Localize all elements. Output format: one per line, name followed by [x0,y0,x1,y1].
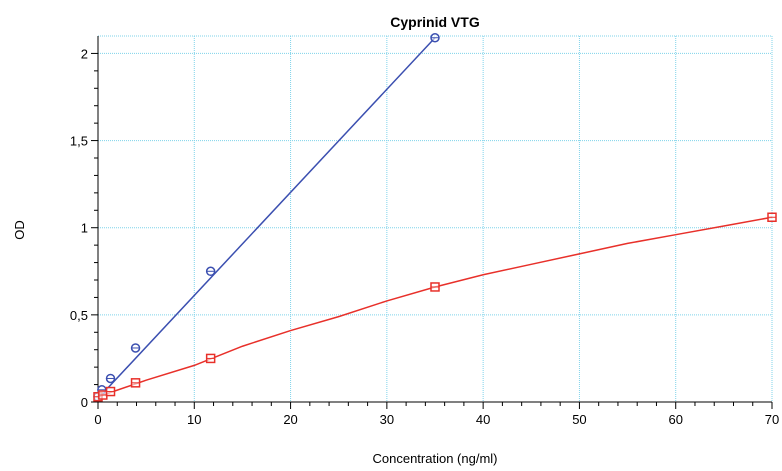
series-1-fit-line [97,37,436,400]
series-1 [93,32,440,402]
y-tick-label: 1 [81,221,88,236]
series-2-fit-line [97,216,773,398]
x-tick-label: 70 [765,412,779,427]
ticks: 0 10 20 30 40 50 60 70 0 0,5 1 1,5 2 [70,46,779,427]
x-axis-label: Concentration (ng/ml) [373,451,498,466]
y-tick-label: 0,5 [70,308,88,323]
grid [98,35,773,402]
y-tick-label: 2 [81,46,88,61]
series-2 [93,212,777,402]
x-tick-label: 0 [94,412,101,427]
series [93,32,777,402]
y-tick-label: 1,5 [70,134,88,149]
x-tick-label: 40 [476,412,490,427]
chart-title: Cyprinid VTG [390,14,480,30]
y-tick-label: 0 [81,395,88,410]
x-tick-label: 30 [380,412,394,427]
x-tick-label: 20 [283,412,297,427]
axes [93,36,772,407]
y-axis-label: OD [12,220,27,240]
x-tick-label: 60 [668,412,682,427]
x-tick-label: 10 [187,412,201,427]
x-tick-label: 50 [572,412,586,427]
